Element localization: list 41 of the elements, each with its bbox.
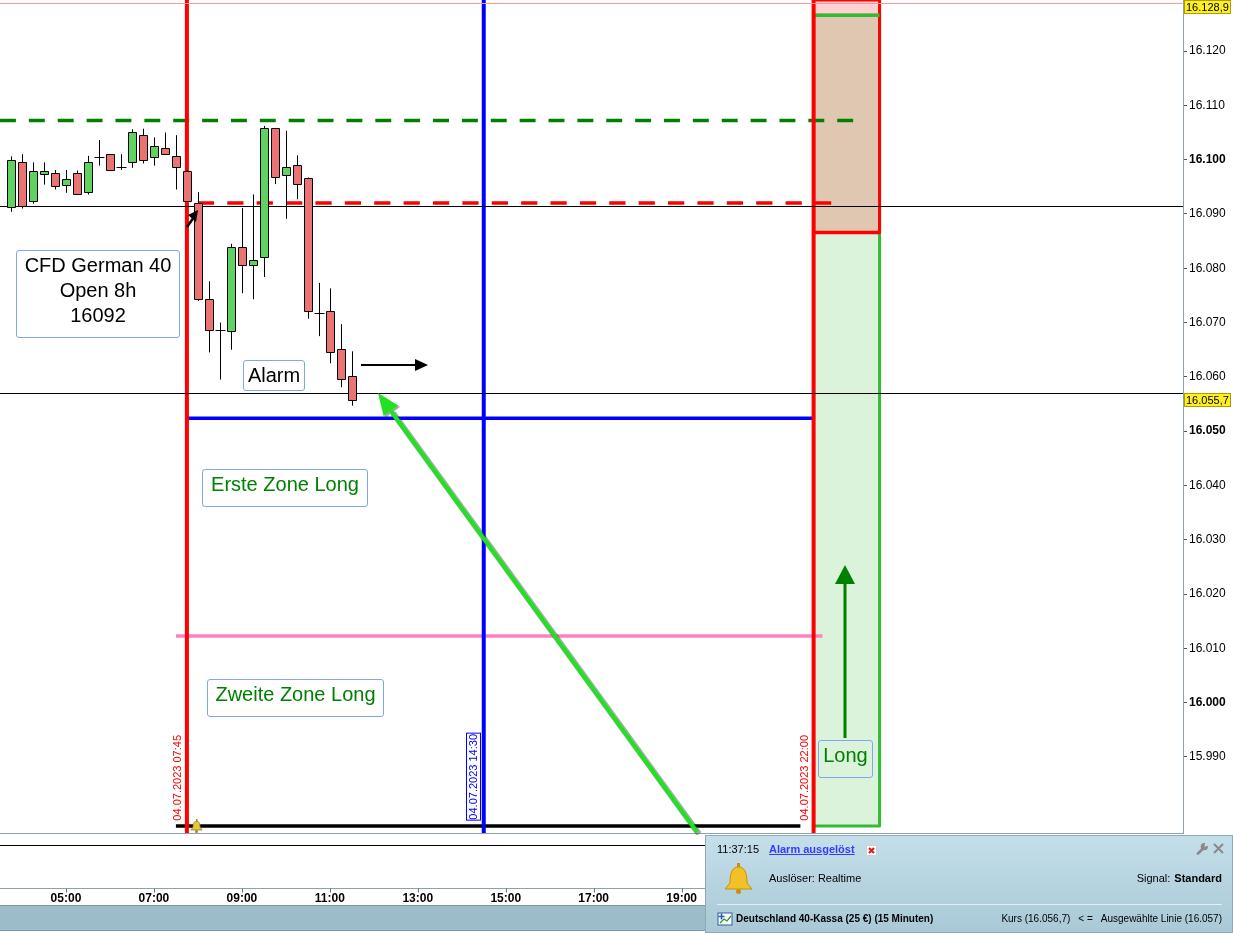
ref-line-label: 04.07.2023 22:00 [797,735,811,821]
annotation: Long [818,740,873,778]
ref-line-label: 04.07.2023 14:30 [465,733,481,821]
y-tick-label: 16.050 [1189,423,1227,438]
annotation: CFD German 40 Open 8h 16092 [16,250,180,338]
x-tick-label: 09:00 [226,890,258,905]
y-tick-label: 16.000 [1189,694,1227,709]
text: 16.055,7 [1184,393,1231,408]
y-tick-label: 15.990 [1189,749,1227,764]
x-tick-label: 19:00 [666,890,698,905]
x-tick-label: 17:00 [578,890,610,905]
y-tick-label: 16.100 [1189,151,1227,166]
x-tick-label: 11:00 [314,890,346,905]
text: < = [1078,912,1093,925]
text: Deutschland 40-Kassa (25 €) (15 Minuten) [736,912,934,925]
text: Signal: [1136,872,1171,885]
x-tick-label: 13:00 [402,890,434,905]
y-tick-label: 16.010 [1189,640,1227,655]
x-tick-label: 07:00 [138,890,170,905]
text: Ausgewählte Linie (16.057) [1100,912,1222,925]
x-tick-label: 15:00 [490,890,522,905]
y-tick-label: 16.060 [1189,369,1227,384]
x-tick-label: 05:00 [50,890,82,905]
y-tick-label: 16.070 [1189,314,1227,329]
text: Auslöser: Realtime [769,872,862,885]
y-tick-label: 16.040 [1189,477,1227,492]
annotation: Erste Zone Long [202,469,368,507]
annotation: Zweite Zone Long [207,679,384,717]
text: Alarm ausgelöst [769,843,855,856]
ref-line-label: 16.128,9 [1184,0,1231,14]
y-tick-label: 16.020 [1189,586,1227,601]
y-tick-label: 16.090 [1189,206,1227,221]
text: 11:37:15 [717,843,760,856]
y-tick-label: 16.120 [1189,43,1227,58]
y-tick-label: 16.030 [1189,532,1227,547]
y-tick-label: 16.080 [1189,260,1227,275]
text: Kurs (16.056,7) [1001,912,1071,925]
text: Standard [1174,872,1222,885]
annotation: Alarm [243,360,305,391]
ref-line-label: 04.07.2023 07:45 [170,735,184,821]
y-tick-label: 16.110 [1189,97,1226,112]
